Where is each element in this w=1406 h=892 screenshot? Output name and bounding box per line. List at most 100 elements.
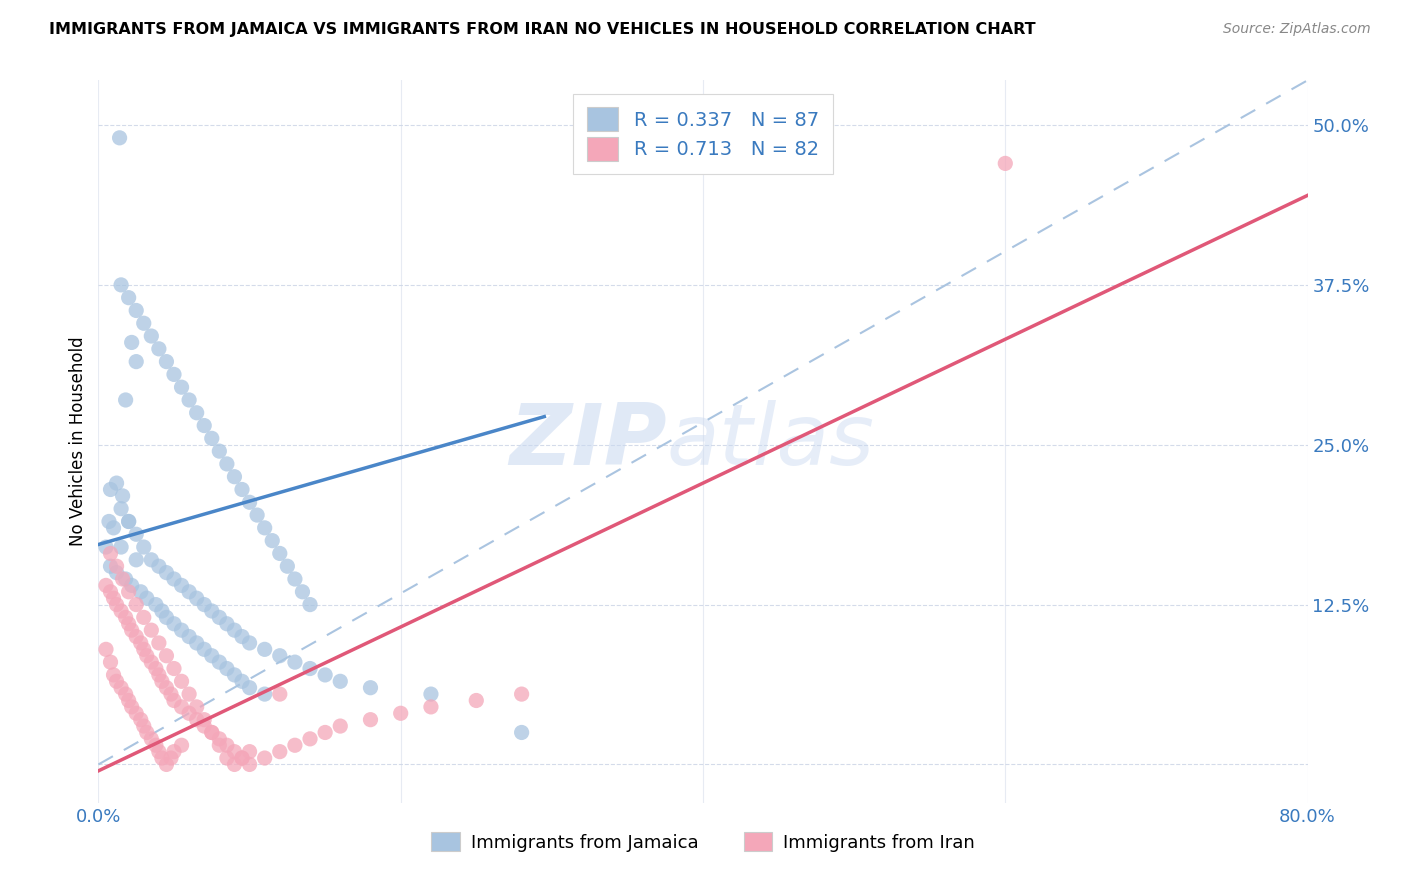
Point [100,584,122,599]
Point [150,674,173,689]
Point [98,515,121,529]
Point [360,681,382,695]
Point [208,655,231,669]
Point [150,751,173,765]
Point [269,648,291,663]
Point [208,738,231,752]
Point [129,713,152,727]
Point [193,642,215,657]
Point [160,687,183,701]
Point [163,572,186,586]
Point [201,648,224,663]
Point [193,598,215,612]
Point [125,706,148,721]
Point [208,610,231,624]
Point [94,540,117,554]
Point [94,642,117,657]
Point [299,731,322,746]
Point [132,719,155,733]
Point [132,540,155,554]
Point [121,699,143,714]
Point [284,572,307,586]
Point [103,591,125,606]
Point [125,527,148,541]
Point [284,655,307,669]
Point [170,623,193,637]
Point [510,725,533,739]
Point [163,616,186,631]
Point [170,578,193,592]
Point [148,342,170,356]
Point [299,661,322,675]
Point [224,469,246,483]
Point [132,316,155,330]
Point [163,368,186,382]
Point [160,751,183,765]
Point [105,674,128,689]
Point [269,546,291,560]
Point [465,693,488,707]
Point [100,546,122,560]
Point [510,687,533,701]
Point [186,406,208,420]
Point [125,630,148,644]
Point [179,584,201,599]
Point [141,655,163,669]
Point [100,559,122,574]
Point [105,559,128,574]
Point [179,392,201,407]
Point [135,648,157,663]
Point [253,521,276,535]
Point [125,303,148,318]
Point [129,584,152,599]
Point [389,706,412,721]
Point [114,610,136,624]
Point [163,745,186,759]
Point [201,431,224,445]
Point [141,329,163,343]
Point [132,642,155,657]
Point [94,578,117,592]
Point [111,572,134,586]
Point [155,648,177,663]
Point [224,757,246,772]
Point [246,508,269,522]
Point [110,501,132,516]
Point [299,598,322,612]
Point [155,681,177,695]
Point [231,751,253,765]
Point [141,623,163,637]
Point [420,687,443,701]
Point [329,674,352,689]
Point [163,693,186,707]
Point [201,604,224,618]
Point [114,687,136,701]
Point [121,623,143,637]
Point [108,131,131,145]
Text: IMMIGRANTS FROM JAMAICA VS IMMIGRANTS FROM IRAN NO VEHICLES IN HOUSEHOLD CORRELA: IMMIGRANTS FROM JAMAICA VS IMMIGRANTS FR… [49,22,1036,37]
Text: Source: ZipAtlas.com: Source: ZipAtlas.com [1223,22,1371,37]
Point [118,616,141,631]
Point [231,630,253,644]
Point [148,668,170,682]
Point [215,738,238,752]
Point [314,725,336,739]
Point [329,719,352,733]
Point [100,655,122,669]
Point [150,604,173,618]
Point [125,354,148,368]
Point [118,515,141,529]
Point [118,291,141,305]
Point [118,515,141,529]
Point [186,713,208,727]
Point [118,584,141,599]
Point [186,636,208,650]
Point [118,693,141,707]
Point [201,725,224,739]
Point [103,668,125,682]
Point [100,483,122,497]
Point [201,725,224,739]
Point [141,553,163,567]
Point [121,335,143,350]
Point [215,751,238,765]
